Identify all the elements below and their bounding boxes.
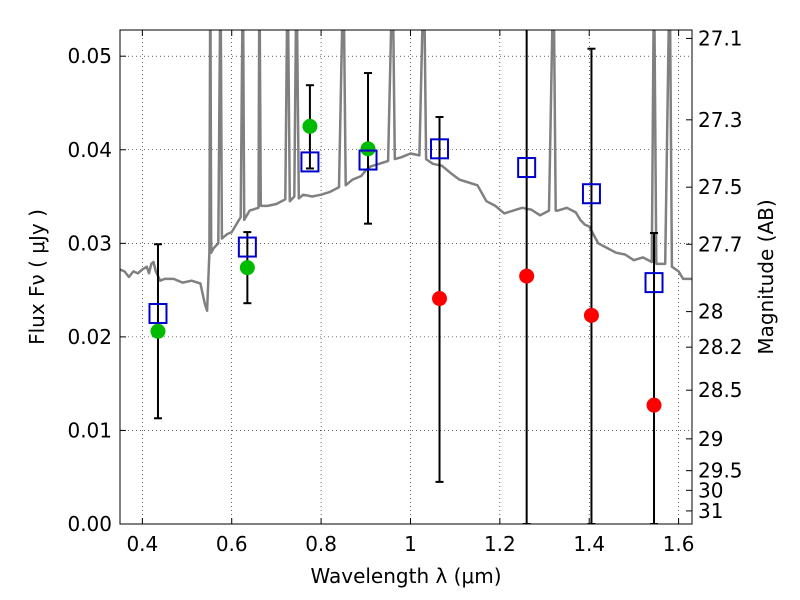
y-tick-label: 0.00 — [67, 512, 112, 536]
x-tick-label: 1.2 — [484, 532, 516, 556]
data-point-circle — [360, 141, 376, 157]
y-axis-title: Flux Fν ( μJy ) — [25, 209, 49, 345]
y2-tick-label: 29 — [698, 427, 723, 451]
data-point-square — [148, 302, 168, 324]
x-axis-title: Wavelength λ (μm) — [310, 564, 501, 588]
y-tick-label: 0.02 — [67, 325, 112, 349]
x-tick-label: 0.8 — [305, 532, 337, 556]
data-point-square — [581, 183, 601, 205]
data-point-square — [237, 236, 257, 258]
data-point-square — [300, 151, 320, 173]
y2-tick-label: 30 — [698, 478, 723, 502]
y2-tick-label: 27.3 — [698, 108, 743, 132]
data-point-circle — [519, 268, 535, 284]
model-spectrum-line — [120, 30, 692, 312]
y2-tick-label: 27.7 — [698, 232, 743, 256]
data-point-square — [644, 272, 664, 294]
data-point-circle — [432, 291, 448, 307]
x-tick-label: 1 — [404, 532, 417, 556]
y-tick-label: 0.01 — [67, 418, 112, 442]
data-point-circle — [302, 118, 318, 134]
x-tick-label: 1.6 — [663, 532, 695, 556]
y2-tick-label: 29.5 — [698, 459, 743, 483]
plot-area — [120, 30, 692, 524]
y2-tick-label: 28.5 — [698, 378, 743, 402]
y-tick-label: 0.03 — [67, 231, 112, 255]
data-point-circle — [646, 397, 662, 413]
x-tick-label: 1.4 — [573, 532, 605, 556]
plot-background — [120, 30, 692, 524]
y-tick-label: 0.04 — [67, 138, 112, 162]
y2-tick-label: 27.5 — [698, 175, 743, 199]
x-tick-label: 0.4 — [126, 532, 158, 556]
y2-axis-title: Magnitude (AB) — [754, 199, 778, 354]
y2-tick-label: 27.1 — [698, 26, 743, 50]
y2-tick-label: 28.2 — [698, 335, 743, 359]
plot-frame — [119, 29, 693, 525]
y2-tick-label: 31 — [698, 499, 723, 523]
data-point-square — [517, 157, 537, 179]
y-tick-label: 0.05 — [67, 44, 112, 68]
ticks: 0.4 0.6 0.8 1 1.2 1.4 1.6 0.00 0.01 0.02 0.03 0.04 0… — [67, 26, 742, 556]
y2-tick-label: 28 — [698, 300, 723, 324]
data-point-circle — [150, 323, 166, 339]
data-point-square — [358, 149, 378, 171]
data-point-circle — [583, 307, 599, 323]
data-point-square — [430, 138, 450, 160]
x-tick-label: 0.6 — [216, 532, 248, 556]
data-point-circle — [239, 260, 255, 276]
